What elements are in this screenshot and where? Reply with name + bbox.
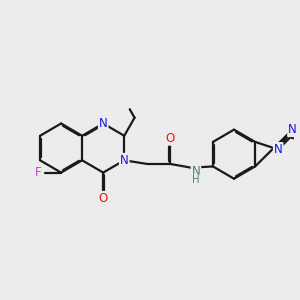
Text: N: N bbox=[274, 143, 283, 156]
Text: O: O bbox=[99, 192, 108, 205]
Text: N: N bbox=[99, 117, 108, 130]
Text: N: N bbox=[192, 165, 200, 178]
Text: O: O bbox=[166, 132, 175, 145]
Text: H: H bbox=[192, 176, 200, 185]
Text: F: F bbox=[35, 166, 42, 179]
Text: N: N bbox=[288, 123, 297, 136]
Text: N: N bbox=[120, 154, 129, 167]
